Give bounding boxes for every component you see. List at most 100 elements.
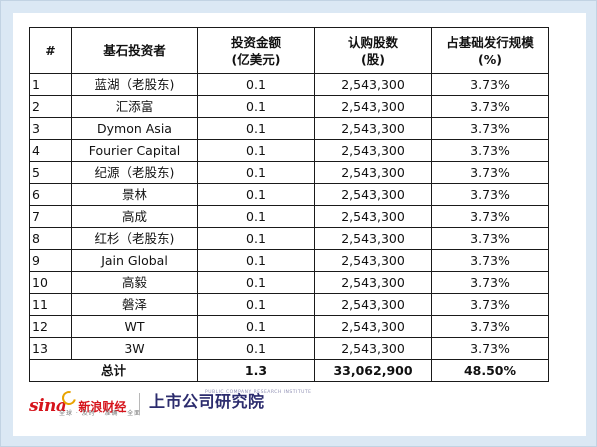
row-index: 11	[29, 293, 72, 316]
header-percentage: 占基础发行规模 (%)	[431, 27, 549, 74]
row-percentage: 3.73%	[431, 249, 549, 272]
table-row: 11 磐泽 0.1 2,543,300 3.73%	[29, 293, 549, 316]
row-investor: Jain Global	[71, 249, 198, 272]
row-percentage: 3.73%	[431, 139, 549, 162]
row-amount: 0.1	[197, 271, 315, 294]
header-index: #	[29, 27, 72, 74]
row-index: 3	[29, 117, 72, 140]
row-percentage: 3.73%	[431, 117, 549, 140]
header-shares: 认购股数 (股)	[314, 27, 432, 74]
total-amount: 1.3	[197, 359, 315, 382]
row-investor: WT	[71, 315, 198, 338]
row-investor: 高毅	[71, 271, 198, 294]
sina-wordmark: sina	[29, 396, 67, 416]
row-index: 10	[29, 271, 72, 294]
sina-brand-name: 新浪财经	[78, 400, 127, 414]
total-percentage: 48.50%	[431, 359, 549, 382]
total-row: 总计 1.3 33,062,900 48.50%	[29, 359, 549, 382]
row-investor: 3W	[71, 337, 198, 360]
row-amount: 0.1	[197, 161, 315, 184]
row-investor: 蓝湖（老股东)	[71, 73, 198, 96]
row-percentage: 3.73%	[431, 315, 549, 338]
row-shares: 2,543,300	[314, 95, 432, 118]
row-index: 2	[29, 95, 72, 118]
row-shares: 2,543,300	[314, 161, 432, 184]
row-index: 7	[29, 205, 72, 228]
row-amount: 0.1	[197, 315, 315, 338]
row-amount: 0.1	[197, 205, 315, 228]
row-investor: 景林	[71, 183, 198, 206]
sina-finance-logo: sina 新浪财经	[29, 388, 127, 416]
row-shares: 2,543,300	[314, 249, 432, 272]
header-amount: 投资金额 (亿美元)	[197, 27, 315, 74]
row-amount: 0.1	[197, 117, 315, 140]
row-percentage: 3.73%	[431, 73, 549, 96]
header-amount-line1: 投资金额	[230, 34, 281, 50]
row-shares: 2,543,300	[314, 73, 432, 96]
cornerstone-investors-table: # 基石投资者 投资金额 (亿美元) 认购股数 (股) 占基础发行规模 (%) …	[29, 27, 549, 382]
row-percentage: 3.73%	[431, 161, 549, 184]
table-row: 9 Jain Global 0.1 2,543,300 3.73%	[29, 249, 549, 272]
table-row: 2 汇添富 0.1 2,543,300 3.73%	[29, 95, 549, 118]
row-amount: 0.1	[197, 337, 315, 360]
row-percentage: 3.73%	[431, 183, 549, 206]
table-row: 12 WT 0.1 2,543,300 3.73%	[29, 315, 549, 338]
table-row: 8 红杉（老股东) 0.1 2,543,300 3.73%	[29, 227, 549, 250]
row-investor: 红杉（老股东)	[71, 227, 198, 250]
row-shares: 2,543,300	[314, 139, 432, 162]
row-percentage: 3.73%	[431, 271, 549, 294]
row-investor: 汇添富	[71, 95, 198, 118]
table-row: 1 蓝湖（老股东) 0.1 2,543,300 3.73%	[29, 73, 549, 96]
row-shares: 2,543,300	[314, 227, 432, 250]
table-header-row: # 基石投资者 投资金额 (亿美元) 认购股数 (股) 占基础发行规模 (%)	[29, 27, 549, 74]
row-shares: 2,543,300	[314, 205, 432, 228]
row-shares: 2,543,300	[314, 183, 432, 206]
row-investor: Fourier Capital	[71, 139, 198, 162]
table-row: 13 3W 0.1 2,543,300 3.73%	[29, 337, 549, 360]
row-percentage: 3.73%	[431, 95, 549, 118]
row-amount: 0.1	[197, 183, 315, 206]
row-investor: 磐泽	[71, 293, 198, 316]
header-pct-line1: 占基础发行规模	[446, 34, 534, 50]
table-row: 4 Fourier Capital 0.1 2,543,300 3.73%	[29, 139, 549, 162]
logo-divider	[139, 393, 140, 415]
row-shares: 2,543,300	[314, 271, 432, 294]
row-amount: 0.1	[197, 227, 315, 250]
table-row: 3 Dymon Asia 0.1 2,543,300 3.73%	[29, 117, 549, 140]
row-shares: 2,543,300	[314, 337, 432, 360]
row-index: 8	[29, 227, 72, 250]
header-amount-line2: (亿美元)	[231, 51, 281, 67]
table-row: 10 高毅 0.1 2,543,300 3.73%	[29, 271, 549, 294]
institute-english-name: PUBLIC COMPANY RESEARCH INSTITUTE	[205, 390, 312, 395]
row-investor: 纪源（老股东)	[71, 161, 198, 184]
table-body: 1 蓝湖（老股东) 0.1 2,543,300 3.73% 2 汇添富 0.1 2,543,30…	[29, 73, 549, 360]
row-amount: 0.1	[197, 73, 315, 96]
row-amount: 0.1	[197, 95, 315, 118]
row-index: 1	[29, 73, 72, 96]
table-row: 7 高成 0.1 2,543,300 3.73%	[29, 205, 549, 228]
row-shares: 2,543,300	[314, 315, 432, 338]
header-pct-line2: (%)	[478, 51, 502, 67]
institute-name: 上市公司研究院	[149, 392, 265, 411]
row-amount: 0.1	[197, 293, 315, 316]
row-amount: 0.1	[197, 249, 315, 272]
total-label: 总计	[29, 359, 198, 382]
table-row: 5 纪源（老股东) 0.1 2,543,300 3.73%	[29, 161, 549, 184]
row-index: 13	[29, 337, 72, 360]
row-investor: 高成	[71, 205, 198, 228]
header-shares-line1: 认购股数	[347, 34, 398, 50]
row-shares: 2,543,300	[314, 117, 432, 140]
row-index: 4	[29, 139, 72, 162]
sina-tagline: 全球 · 及时 · 准确 · 全面	[59, 410, 142, 417]
header-investor: 基石投资者	[71, 27, 198, 74]
institute-logo: 上市公司研究院 PUBLIC COMPANY RESEARCH INSTITUT…	[149, 390, 311, 413]
total-shares: 33,062,900	[314, 359, 432, 382]
table-row: 6 景林 0.1 2,543,300 3.73%	[29, 183, 549, 206]
row-index: 9	[29, 249, 72, 272]
row-index: 12	[29, 315, 72, 338]
row-index: 5	[29, 161, 72, 184]
row-amount: 0.1	[197, 139, 315, 162]
row-percentage: 3.73%	[431, 337, 549, 360]
row-index: 6	[29, 183, 72, 206]
